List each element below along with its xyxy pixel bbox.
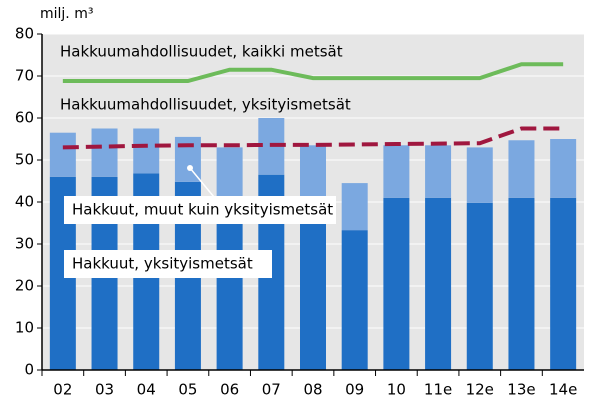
y-tick-label: 10 (15, 319, 34, 337)
pointer-dot (187, 165, 193, 171)
x-tick-label: 06 (220, 381, 239, 399)
bar-segment (216, 206, 243, 370)
y-tick-label: 80 (15, 25, 34, 43)
x-tick-label: 12e (466, 381, 494, 399)
x-tick-label: 02 (53, 381, 72, 399)
bar-segment (466, 202, 493, 370)
bar-segment (91, 128, 118, 177)
x-tick-label: 14e (549, 381, 577, 399)
x-tick-label: 07 (262, 381, 281, 399)
bar-segment (550, 139, 577, 198)
x-tick-label: 08 (303, 381, 322, 399)
unit-label: milj. m³ (40, 6, 93, 22)
annotation-box (64, 196, 336, 224)
annotation: Hakkuumahdollisuudet, yksityismetsät (60, 96, 351, 114)
dashed-line (62, 126, 564, 150)
bar-segment (425, 197, 452, 370)
annotation: Hakkuut, yksityismetsät (72, 255, 253, 273)
x-tick-label: 11e (424, 381, 452, 399)
pointer (189, 167, 215, 198)
x-tick-label: 05 (178, 381, 197, 399)
bar-segment (508, 140, 535, 198)
x-tick-label: 09 (345, 381, 364, 399)
bar-segment (425, 145, 452, 198)
y-tick-label: 40 (15, 193, 34, 211)
y-tick-label: 20 (15, 277, 34, 295)
x-tick-label: 13e (507, 381, 535, 399)
annotation-box (64, 250, 272, 278)
bar-segment (383, 145, 410, 198)
annotation: Hakkuut, muut kuin yksityismetsät (72, 201, 333, 219)
bar-segment (508, 197, 535, 370)
line (62, 62, 564, 84)
bar-segment (300, 210, 326, 370)
y-tick-label: 50 (15, 151, 34, 169)
bar-segment (466, 147, 493, 203)
x-tick-label: 10 (387, 381, 406, 399)
bar-segment (49, 132, 76, 177)
y-tick-label: 30 (15, 235, 34, 253)
bar-segment (383, 197, 410, 370)
bar-segment (341, 183, 368, 231)
bar-segment (341, 230, 368, 370)
y-tick-label: 70 (15, 67, 34, 85)
annotation: Hakkuumahdollisuudet, kaikki metsät (60, 43, 343, 61)
x-tick-label: 03 (95, 381, 114, 399)
bar-segment (550, 197, 577, 370)
y-tick-label: 0 (24, 361, 34, 379)
bar-segment (133, 128, 160, 174)
x-tick-label: 04 (137, 381, 156, 399)
y-tick-label: 60 (15, 109, 34, 127)
